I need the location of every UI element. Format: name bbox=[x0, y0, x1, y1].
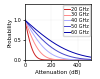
Line: 30 GHz: 30 GHz bbox=[25, 20, 91, 60]
30 GHz bbox=[56, 59, 57, 60]
40 GHz bbox=[60, 57, 61, 58]
Legend: 20 GHz, 30 GHz, 40 GHz, 50 GHz, 60 GHz: 20 GHz, 30 GHz, 40 GHz, 50 GHz, 60 GHz bbox=[63, 5, 90, 36]
40 GHz bbox=[24, 20, 26, 21]
20 GHz bbox=[24, 20, 26, 21]
50 GHz bbox=[60, 52, 61, 53]
60 GHz bbox=[79, 54, 80, 55]
Line: 20 GHz: 20 GHz bbox=[25, 20, 91, 60]
60 GHz bbox=[24, 20, 26, 21]
Line: 40 GHz: 40 GHz bbox=[25, 20, 91, 60]
30 GHz bbox=[56, 59, 57, 60]
50 GHz bbox=[24, 20, 26, 21]
Line: 50 GHz: 50 GHz bbox=[25, 20, 91, 59]
60 GHz bbox=[56, 44, 57, 45]
60 GHz bbox=[64, 48, 65, 49]
40 GHz bbox=[89, 59, 90, 60]
20 GHz bbox=[56, 59, 57, 60]
40 GHz bbox=[56, 56, 57, 57]
50 GHz bbox=[89, 59, 90, 60]
Y-axis label: Probability: Probability bbox=[7, 18, 12, 47]
50 GHz bbox=[90, 59, 92, 60]
Line: 60 GHz: 60 GHz bbox=[25, 20, 91, 57]
50 GHz bbox=[64, 54, 65, 55]
20 GHz bbox=[89, 59, 90, 60]
50 GHz bbox=[56, 50, 57, 51]
40 GHz bbox=[79, 59, 80, 60]
30 GHz bbox=[89, 59, 90, 60]
50 GHz bbox=[56, 50, 57, 51]
40 GHz bbox=[64, 58, 65, 59]
30 GHz bbox=[24, 20, 26, 21]
30 GHz bbox=[90, 59, 92, 60]
60 GHz bbox=[56, 44, 57, 45]
60 GHz bbox=[90, 57, 92, 58]
20 GHz bbox=[60, 59, 61, 60]
30 GHz bbox=[64, 59, 65, 60]
30 GHz bbox=[79, 59, 80, 60]
30 GHz bbox=[60, 59, 61, 60]
60 GHz bbox=[89, 56, 90, 57]
20 GHz bbox=[90, 59, 92, 60]
X-axis label: Attenuation (dB): Attenuation (dB) bbox=[35, 70, 81, 75]
50 GHz bbox=[79, 58, 80, 59]
20 GHz bbox=[64, 59, 65, 60]
20 GHz bbox=[79, 59, 80, 60]
20 GHz bbox=[56, 59, 57, 60]
40 GHz bbox=[90, 59, 92, 60]
40 GHz bbox=[56, 56, 57, 57]
